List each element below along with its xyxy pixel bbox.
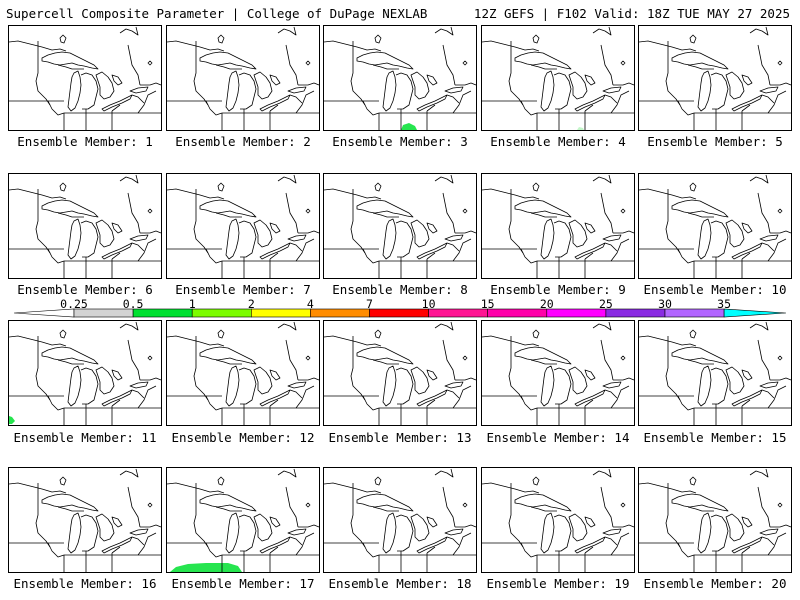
legend-color-bin bbox=[428, 308, 489, 318]
region-map bbox=[638, 467, 792, 573]
legend-upper-arrow bbox=[723, 308, 787, 318]
legend-color-bin bbox=[487, 308, 548, 318]
map-panel-member-13 bbox=[323, 320, 477, 426]
map-panel-member-10 bbox=[638, 173, 792, 279]
legend-color-bin bbox=[605, 308, 666, 318]
member-label: Ensemble Member: 4 bbox=[490, 134, 626, 149]
region-map bbox=[638, 173, 792, 279]
member-label: Ensemble Member: 5 bbox=[647, 134, 783, 149]
map-panel-member-1 bbox=[8, 25, 162, 131]
member-label: Ensemble Member: 12 bbox=[171, 430, 315, 445]
region-map bbox=[8, 467, 162, 573]
region-map bbox=[166, 25, 320, 131]
member-label: Ensemble Member: 17 bbox=[171, 576, 315, 591]
legend-tick-label: 0.5 bbox=[122, 297, 144, 311]
legend-tick-label: 7 bbox=[366, 297, 373, 311]
map-panel-member-6 bbox=[8, 173, 162, 279]
map-panel-member-11 bbox=[8, 320, 162, 426]
region-map bbox=[166, 173, 320, 279]
legend-tick-label: 30 bbox=[658, 297, 672, 311]
map-panel-member-3 bbox=[323, 25, 477, 131]
region-map bbox=[166, 320, 320, 426]
member-label: Ensemble Member: 6 bbox=[17, 282, 153, 297]
member-label: Ensemble Member: 10 bbox=[643, 282, 787, 297]
legend-color-bin bbox=[546, 308, 607, 318]
member-label: Ensemble Member: 16 bbox=[13, 576, 157, 591]
region-map bbox=[481, 467, 635, 573]
map-panel-member-17 bbox=[166, 467, 320, 573]
legend-tick-label: 20 bbox=[539, 297, 554, 311]
member-label: Ensemble Member: 7 bbox=[175, 282, 311, 297]
member-label: Ensemble Member: 1 bbox=[17, 134, 153, 149]
region-map bbox=[8, 320, 162, 426]
member-label: Ensemble Member: 19 bbox=[486, 576, 630, 591]
legend-tick-label: 1 bbox=[188, 297, 196, 311]
map-panel-member-12 bbox=[166, 320, 320, 426]
legend-color-bin bbox=[369, 308, 429, 318]
map-panel-member-4 bbox=[481, 25, 635, 131]
region-map bbox=[8, 173, 162, 279]
map-panel-member-7 bbox=[166, 173, 320, 279]
region-map bbox=[481, 25, 635, 131]
region-map bbox=[8, 25, 162, 131]
member-label: Ensemble Member: 13 bbox=[328, 430, 472, 445]
region-map bbox=[323, 320, 477, 426]
region-map bbox=[481, 173, 635, 279]
region-map bbox=[638, 25, 792, 131]
region-map bbox=[166, 467, 320, 573]
legend-tick-label: 10 bbox=[421, 297, 436, 311]
member-label: Ensemble Member: 15 bbox=[643, 430, 787, 445]
member-label: Ensemble Member: 18 bbox=[328, 576, 472, 591]
member-label: Ensemble Member: 14 bbox=[486, 430, 630, 445]
member-label: Ensemble Member: 11 bbox=[13, 430, 157, 445]
header-valid-time: 12Z GEFS | F102 Valid: 18Z TUE MAY 27 20… bbox=[473, 6, 790, 21]
map-panel-member-5 bbox=[638, 25, 792, 131]
legend-tick-label: 4 bbox=[306, 297, 314, 311]
parameter-contour bbox=[170, 563, 242, 572]
legend-color-bin bbox=[251, 308, 311, 318]
member-label: Ensemble Member: 3 bbox=[332, 134, 468, 149]
map-panel-member-2 bbox=[166, 25, 320, 131]
legend-tick-label: 2 bbox=[247, 297, 255, 311]
parameter-contour bbox=[401, 123, 417, 130]
map-panel-member-19 bbox=[481, 467, 635, 573]
region-map bbox=[323, 467, 477, 573]
region-map bbox=[638, 320, 792, 426]
legend-color-bin bbox=[664, 308, 725, 318]
region-map bbox=[323, 173, 477, 279]
map-panel-member-9 bbox=[481, 173, 635, 279]
map-panel-member-16 bbox=[8, 467, 162, 573]
member-label: Ensemble Member: 9 bbox=[490, 282, 626, 297]
parameter-contour bbox=[577, 127, 584, 130]
map-panel-member-15 bbox=[638, 320, 792, 426]
map-panel-member-8 bbox=[323, 173, 477, 279]
legend-tick-label: 15 bbox=[480, 297, 495, 311]
legend-tick-label: 25 bbox=[598, 297, 613, 311]
region-map bbox=[481, 320, 635, 426]
legend-tick-label: 35 bbox=[717, 297, 732, 311]
map-panel-member-20 bbox=[638, 467, 792, 573]
map-panel-member-18 bbox=[323, 467, 477, 573]
member-label: Ensemble Member: 8 bbox=[332, 282, 468, 297]
member-label: Ensemble Member: 20 bbox=[643, 576, 787, 591]
region-map bbox=[323, 25, 477, 131]
member-label: Ensemble Member: 2 bbox=[175, 134, 311, 149]
header-title: Supercell Composite Parameter | College … bbox=[6, 6, 428, 21]
legend-color-bin bbox=[191, 308, 252, 318]
parameter-contour bbox=[9, 416, 15, 424]
legend-color-bin bbox=[310, 308, 370, 318]
map-panel-member-14 bbox=[481, 320, 635, 426]
legend-tick-label: 0.25 bbox=[60, 297, 88, 311]
